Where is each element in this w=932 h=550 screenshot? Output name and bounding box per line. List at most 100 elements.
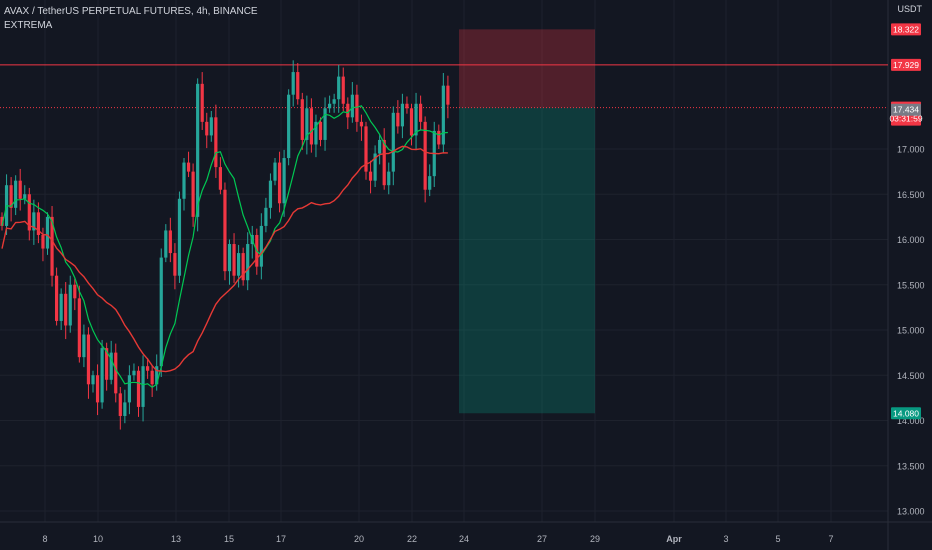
candle-body: [95, 375, 100, 403]
candle-body: [91, 375, 95, 385]
time-tick-label: 22: [407, 534, 417, 544]
price-label-ma-value: 17.434: [893, 105, 919, 115]
price-tick-label: 15.500: [897, 280, 925, 290]
candle-body: [359, 121, 364, 127]
symbol-title[interactable]: AVAX / TetherUS PERPETUAL FUTURES, 4h, B…: [4, 6, 258, 17]
price-tick-label: 13.500: [897, 461, 925, 471]
candle-body: [182, 162, 186, 199]
candle-body: [414, 103, 418, 136]
candle-body: [409, 108, 414, 136]
candle-body: [191, 171, 195, 217]
time-tick-label: 24: [459, 534, 469, 544]
candle-body: [332, 99, 336, 104]
candle-body: [364, 126, 368, 172]
candle-body: [136, 370, 141, 407]
candle-body: [23, 194, 27, 199]
candle-body: [114, 352, 118, 394]
indicator-name[interactable]: EXTREMA: [4, 20, 53, 31]
candle-body: [0, 216, 4, 226]
candle-body: [428, 176, 432, 190]
candle-body: [177, 198, 182, 276]
candle-body: [155, 366, 159, 385]
candle-body: [296, 72, 300, 100]
candle-body: [100, 348, 104, 403]
price-label-stop-loss: 18.322: [893, 24, 919, 34]
fast-moving-average-line: [1, 105, 448, 389]
candle-body: [146, 366, 150, 371]
candle-body: [305, 108, 309, 140]
candle-body: [341, 76, 345, 104]
candle-body: [14, 180, 18, 208]
candle-body: [241, 253, 245, 281]
candle-body: [441, 85, 445, 145]
candle-body: [196, 83, 200, 217]
candle-body: [350, 94, 354, 118]
candle-body: [382, 139, 386, 186]
candle-body: [86, 334, 91, 385]
candle-body: [318, 121, 323, 140]
candle-body: [309, 108, 313, 145]
candle-body: [277, 162, 282, 204]
candle-body: [168, 230, 172, 254]
candle-body: [27, 194, 31, 231]
candle-body: [419, 103, 423, 122]
price-label-stop-loss-bg: [891, 23, 921, 36]
candle-body: [227, 244, 232, 272]
candle-body: [36, 212, 40, 235]
candle-body: [300, 99, 304, 140]
time-tick-label: 20: [354, 534, 364, 544]
time-tick-label: 27: [537, 534, 547, 544]
candle-body: [218, 167, 222, 190]
candle-body: [223, 189, 227, 272]
candle-body: [446, 85, 450, 105]
price-tick-label: 16.500: [897, 190, 925, 200]
candle-body: [200, 83, 204, 122]
candle-body: [237, 253, 241, 276]
candle-body: [282, 158, 286, 204]
time-tick-label: 13: [171, 534, 181, 544]
candle-body: [109, 352, 113, 380]
price-tick-label: 15.000: [897, 326, 925, 336]
candle-body: [337, 76, 341, 100]
candle-body: [214, 117, 218, 168]
candle-body: [232, 244, 236, 276]
candle-body: [127, 375, 131, 403]
candle-body: [164, 230, 168, 258]
candles-group: [0, 60, 450, 430]
price-label-take-profit-bg: [891, 407, 921, 420]
candle-body: [68, 284, 72, 326]
candle-body: [123, 402, 127, 416]
time-tick-label: 10: [93, 534, 103, 544]
price-tick-label: 13.000: [897, 507, 925, 517]
candle-body: [405, 103, 409, 109]
candle-body: [387, 171, 391, 186]
candle-body: [355, 94, 359, 122]
candle-body: [118, 393, 122, 416]
time-tick-label: 3: [723, 534, 728, 544]
take-profit-zone: [459, 107, 595, 414]
price-tick-label: 14.500: [897, 371, 925, 381]
candle-body: [328, 103, 332, 109]
candle-body: [159, 257, 163, 367]
price-label-horizontal-line: 17.929: [893, 60, 919, 70]
time-tick-label: 15: [224, 534, 234, 544]
candle-body: [391, 112, 395, 172]
candle-body: [437, 130, 441, 145]
time-tick-label: 7: [828, 534, 833, 544]
candle-body: [9, 185, 13, 208]
candle-body: [423, 121, 427, 190]
candle-body: [209, 117, 213, 136]
candle-body: [41, 234, 45, 249]
candle-body: [268, 180, 273, 208]
price-tick-label: 17.000: [897, 145, 925, 155]
candle-body: [373, 153, 377, 181]
candle-body: [32, 212, 36, 231]
time-tick-label: 29: [590, 534, 600, 544]
candle-body: [205, 121, 209, 136]
candle-body: [368, 171, 373, 181]
candle-body: [64, 293, 68, 326]
candle-body: [77, 298, 81, 358]
candle-body: [246, 244, 250, 281]
